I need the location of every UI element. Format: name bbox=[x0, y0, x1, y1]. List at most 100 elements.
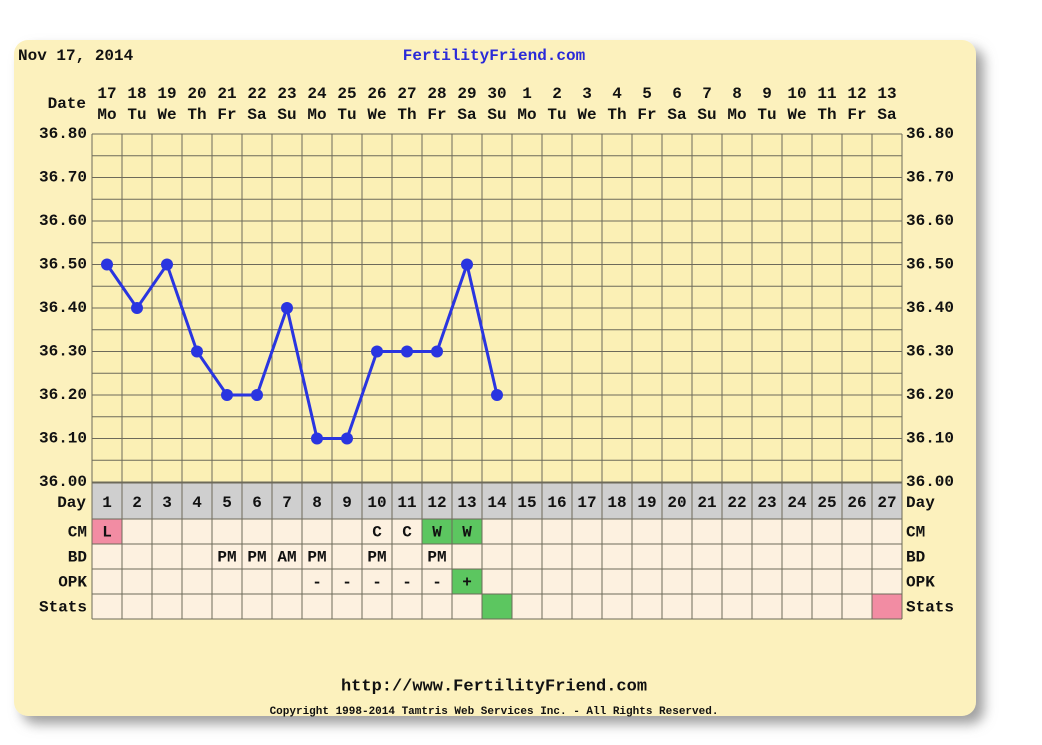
y-tick-label: 36.00 bbox=[39, 473, 87, 491]
cell-text: - bbox=[432, 574, 442, 592]
temperature-point bbox=[431, 345, 443, 358]
date-label: 3 bbox=[582, 85, 592, 103]
x-tick-label: 8 bbox=[312, 494, 322, 512]
cell-text: PM bbox=[367, 549, 386, 567]
date-label: 2 bbox=[552, 85, 562, 103]
weekday-label: Tu bbox=[547, 106, 566, 124]
cell-text: - bbox=[312, 574, 322, 592]
weekday-label: Mo bbox=[727, 106, 746, 124]
copyright: Copyright 1998-2014 Tamtris Web Services… bbox=[270, 706, 719, 718]
weekday-label: Tu bbox=[127, 106, 146, 124]
cell-text: PM bbox=[427, 549, 446, 567]
y-tick-label-right: 36.30 bbox=[906, 343, 954, 361]
date-label: 11 bbox=[817, 85, 836, 103]
date-label: 5 bbox=[642, 85, 652, 103]
row-label-right: Stats bbox=[906, 599, 954, 617]
temperature-point bbox=[251, 389, 263, 401]
weekday-label: Su bbox=[277, 106, 296, 124]
day-label: Day bbox=[57, 494, 86, 512]
date-label: 29 bbox=[457, 85, 476, 103]
weekday-label: Su bbox=[487, 106, 506, 124]
x-tick-label: 21 bbox=[697, 494, 716, 512]
cell-text: + bbox=[462, 574, 472, 592]
cell-text: - bbox=[372, 574, 382, 592]
date-label: 4 bbox=[612, 85, 622, 103]
weekday-label: Fr bbox=[637, 106, 656, 124]
x-tick-label: 20 bbox=[667, 494, 686, 512]
y-tick-label: 36.60 bbox=[39, 212, 87, 230]
x-tick-label: 17 bbox=[577, 494, 596, 512]
x-tick-label: 10 bbox=[367, 494, 386, 512]
temperature-point bbox=[221, 389, 233, 401]
x-tick-label: 14 bbox=[487, 494, 507, 512]
x-tick-label: 15 bbox=[517, 494, 536, 512]
date-label: 7 bbox=[702, 85, 712, 103]
cell-text: PM bbox=[307, 549, 326, 567]
date-label: 8 bbox=[732, 85, 742, 103]
cell-highlight bbox=[422, 519, 452, 544]
weekday-label: Fr bbox=[217, 106, 236, 124]
x-tick-label: 26 bbox=[847, 494, 866, 512]
weekday-label: Fr bbox=[847, 106, 866, 124]
cell-text: PM bbox=[217, 549, 236, 567]
x-tick-label: 2 bbox=[132, 494, 142, 512]
row-label-right: OPK bbox=[906, 574, 935, 592]
x-tick-label: 3 bbox=[162, 494, 172, 512]
temperature-point bbox=[101, 258, 113, 271]
site-title: FertilityFriend.com bbox=[403, 47, 586, 65]
temperature-point bbox=[401, 345, 413, 358]
x-tick-label: 23 bbox=[757, 494, 776, 512]
y-tick-label: 36.70 bbox=[39, 169, 87, 187]
weekday-label: Sa bbox=[877, 106, 897, 124]
temperature-point bbox=[311, 432, 323, 445]
row-label: CM bbox=[68, 524, 87, 542]
row-label: Stats bbox=[39, 599, 87, 617]
cell-highlight bbox=[452, 519, 482, 544]
cell-text: L bbox=[102, 524, 112, 542]
weekday-label: Mo bbox=[307, 106, 326, 124]
x-tick-label: 19 bbox=[637, 494, 656, 512]
y-tick-label: 36.50 bbox=[39, 256, 87, 274]
weekday-label: Mo bbox=[517, 106, 536, 124]
date-label: 22 bbox=[247, 85, 266, 103]
x-tick-label: 12 bbox=[427, 494, 446, 512]
x-tick-label: 22 bbox=[727, 494, 746, 512]
temperature-point bbox=[131, 302, 143, 314]
weekday-label: Th bbox=[397, 106, 416, 124]
date-label: 6 bbox=[672, 85, 682, 103]
weekday-label: Mo bbox=[97, 106, 116, 124]
cell-text: C bbox=[372, 524, 382, 542]
date-label: 18 bbox=[127, 85, 146, 103]
date-label: 28 bbox=[427, 85, 446, 103]
date-label: 30 bbox=[487, 85, 506, 103]
date-label: 12 bbox=[847, 85, 866, 103]
footer-url: http://www.FertilityFriend.com bbox=[341, 677, 647, 696]
date-label: 9 bbox=[762, 85, 772, 103]
date-label: 24 bbox=[307, 85, 327, 103]
cell-highlight bbox=[872, 594, 902, 619]
weekday-label: Tu bbox=[337, 106, 356, 124]
y-tick-label: 36.30 bbox=[39, 343, 87, 361]
date-label: 20 bbox=[187, 85, 206, 103]
date-label: 17 bbox=[97, 85, 116, 103]
temperature-point bbox=[341, 432, 353, 445]
y-tick-label: 36.20 bbox=[39, 386, 87, 404]
date-label: Date bbox=[48, 95, 86, 113]
weekday-label: Fr bbox=[427, 106, 446, 124]
date-label: 27 bbox=[397, 85, 416, 103]
row-label: BD bbox=[68, 549, 87, 567]
x-tick-label: 13 bbox=[457, 494, 476, 512]
cell-text: C bbox=[402, 524, 412, 542]
weekday-label: Sa bbox=[667, 106, 687, 124]
temperature-point bbox=[161, 258, 173, 271]
x-tick-label: 5 bbox=[222, 494, 232, 512]
x-tick-label: 4 bbox=[192, 494, 202, 512]
x-tick-label: 27 bbox=[877, 494, 896, 512]
date-label: 25 bbox=[337, 85, 356, 103]
row-label-right: BD bbox=[906, 549, 925, 567]
weekday-label: We bbox=[577, 106, 596, 124]
y-tick-label: 36.10 bbox=[39, 430, 87, 448]
y-tick-label-right: 36.50 bbox=[906, 256, 954, 274]
x-tick-label: 9 bbox=[342, 494, 352, 512]
